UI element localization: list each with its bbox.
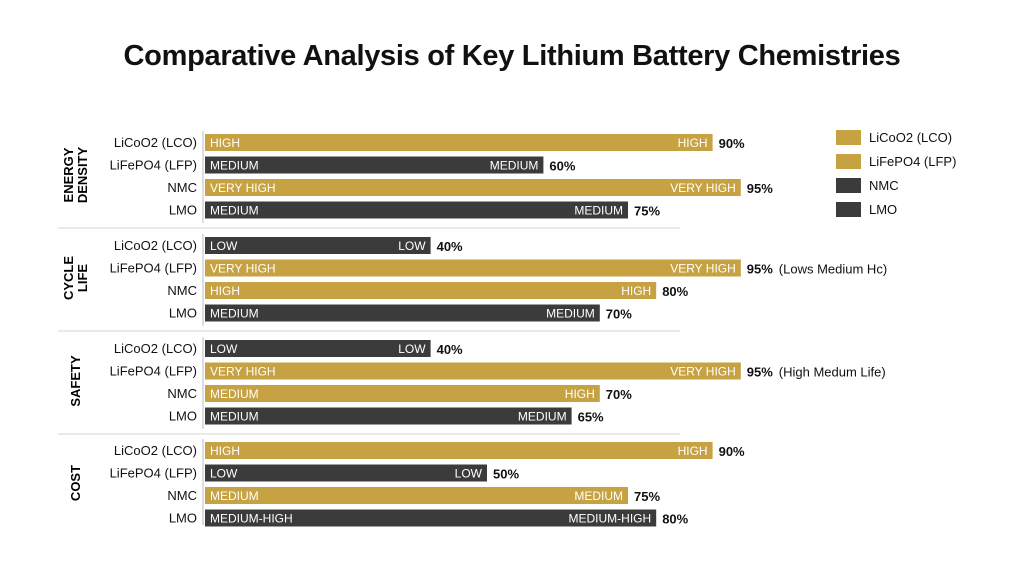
bar [205, 134, 713, 151]
bar-level-start: MEDIUM [210, 489, 259, 503]
bar-note: (High Medum Life) [779, 365, 886, 380]
bar-value-label: 95% [747, 262, 773, 277]
bar-value-label: 70% [606, 307, 632, 322]
bar-value-label: 95% [747, 365, 773, 380]
bar-level-end: VERY HIGH [670, 365, 736, 379]
bar-level-end: MEDIUM [518, 410, 567, 424]
bar [205, 201, 628, 219]
bar-value-label: 65% [578, 410, 604, 425]
bar [205, 509, 657, 527]
bar-note: (Lows Medium Hc) [779, 262, 887, 277]
row-label: LiCoO2 (LCO) [114, 238, 197, 253]
row-label: LiFePO4 (LFP) [110, 261, 197, 276]
bar [205, 340, 431, 357]
bar-level-start: MEDIUM [210, 307, 259, 321]
legend-swatch [836, 154, 861, 169]
row-label: LMO [169, 511, 197, 526]
bar [205, 362, 741, 380]
bar-level-end: HIGH [678, 136, 708, 150]
bar-level-start: MEDIUM-HIGH [210, 512, 293, 526]
bar-level-start: LOW [210, 467, 238, 481]
legend-entry: LiCoO2 (LCO) [869, 130, 952, 145]
bar-level-start: VERY HIGH [210, 262, 276, 276]
bar-level-start: VERY HIGH [210, 181, 276, 195]
row-label: LiFePO4 (LFP) [110, 158, 197, 173]
row-label: LMO [169, 306, 197, 321]
chart-title: Comparative Analysis of Key Lithium Batt… [123, 40, 901, 72]
bar-level-end: MEDIUM [574, 204, 623, 218]
legend-swatch [836, 178, 861, 193]
bar-value-label: 40% [437, 239, 463, 254]
bar-value-label: 60% [549, 159, 575, 174]
row-label: LMO [169, 203, 197, 218]
bar-value-label: 75% [634, 489, 660, 504]
bar-level-start: LOW [210, 342, 238, 356]
bar-value-label: 75% [634, 204, 660, 219]
legend-entry: LiFePO4 (LFP) [869, 154, 956, 169]
bar-level-start: MEDIUM [210, 410, 259, 424]
category-label: ENERGY [61, 147, 76, 202]
legend-swatch [836, 202, 861, 217]
bar-level-end: LOW [398, 342, 426, 356]
bar-value-label: 80% [662, 284, 688, 299]
row-label: NMC [167, 386, 197, 401]
bar-level-end: MEDIUM [490, 159, 539, 173]
bar-value-label: 70% [606, 387, 632, 402]
row-label: LMO [169, 409, 197, 424]
bar-level-end: LOW [455, 467, 483, 481]
bar [205, 487, 628, 504]
bar-level-end: MEDIUM [574, 489, 623, 503]
category-label: DENSITY [75, 147, 90, 204]
bar-level-end: VERY HIGH [670, 262, 736, 276]
bar-value-label: 50% [493, 467, 519, 482]
row-label: NMC [167, 488, 197, 503]
bar [205, 385, 600, 402]
row-label: LiCoO2 (LCO) [114, 341, 197, 356]
bar-level-end: HIGH [621, 284, 651, 298]
bar-level-start: MEDIUM [210, 387, 259, 401]
legend-entry: NMC [869, 178, 899, 193]
bar-level-end: HIGH [565, 387, 595, 401]
bar-level-end: MEDIUM-HIGH [569, 512, 652, 526]
bar [205, 237, 431, 254]
row-label: LiCoO2 (LCO) [114, 443, 197, 458]
bar-level-start: HIGH [210, 284, 240, 298]
bar-value-label: 40% [437, 342, 463, 357]
bar-level-end: MEDIUM [546, 307, 595, 321]
bar-level-start: LOW [210, 239, 238, 253]
legend-entry: LMO [869, 202, 897, 217]
bar-level-start: MEDIUM [210, 159, 259, 173]
bar [205, 179, 741, 196]
bar [205, 304, 600, 322]
bar-level-end: VERY HIGH [670, 181, 736, 195]
category-label: SAFETY [68, 355, 83, 407]
bar [205, 407, 572, 425]
bar [205, 156, 544, 174]
row-label: LiFePO4 (LFP) [110, 466, 197, 481]
bar-level-start: VERY HIGH [210, 365, 276, 379]
category-label: LIFE [75, 264, 90, 292]
bar-level-start: HIGH [210, 444, 240, 458]
category-label: CYCLE [61, 256, 76, 300]
bar-level-end: HIGH [678, 444, 708, 458]
legend-swatch [836, 130, 861, 145]
row-label: LiCoO2 (LCO) [114, 135, 197, 150]
bar-level-start: MEDIUM [210, 204, 259, 218]
category-label: COST [68, 465, 83, 501]
bar-level-end: LOW [398, 239, 426, 253]
row-label: NMC [167, 180, 197, 195]
bar-value-label: 80% [662, 512, 688, 527]
bar [205, 282, 657, 299]
bar-value-label: 95% [747, 181, 773, 196]
bar-value-label: 90% [719, 444, 745, 459]
bar-value-label: 90% [719, 136, 745, 151]
row-label: NMC [167, 283, 197, 298]
bar-level-start: HIGH [210, 136, 240, 150]
bar [205, 259, 741, 277]
row-label: LiFePO4 (LFP) [110, 364, 197, 379]
bar [205, 442, 713, 459]
bar [205, 464, 487, 482]
